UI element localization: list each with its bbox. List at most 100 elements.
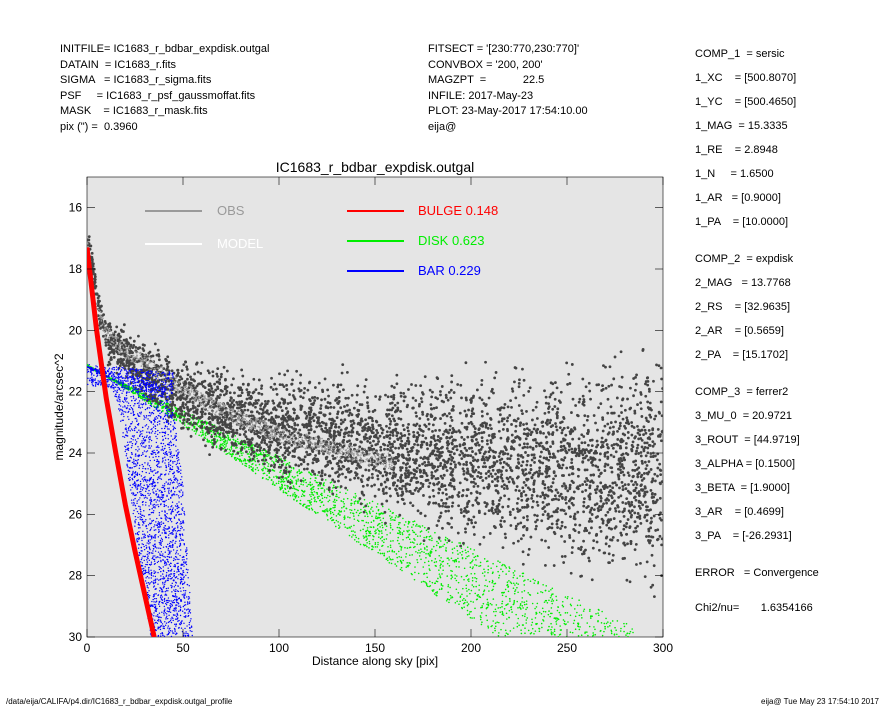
disk-point	[527, 592, 530, 594]
obs-point	[249, 452, 253, 456]
obs-point	[436, 435, 440, 438]
obs-point	[384, 491, 388, 495]
obs-point	[323, 377, 327, 381]
obs-point	[308, 381, 311, 385]
disk-point	[533, 632, 535, 635]
obs-point	[331, 467, 334, 470]
disk-point	[465, 557, 467, 560]
obs-point	[129, 336, 132, 340]
obs-point	[645, 471, 649, 475]
disk-point	[355, 536, 358, 539]
disk-point	[334, 504, 337, 507]
obs-point	[339, 383, 343, 387]
obs-point	[280, 409, 284, 413]
disk-point	[507, 586, 509, 588]
obs-point	[291, 418, 295, 422]
obs-point	[645, 535, 648, 538]
disk-point	[500, 628, 502, 631]
disk-point	[268, 472, 270, 475]
disk-point	[478, 584, 481, 587]
obs-point	[521, 468, 524, 472]
obs-point	[438, 516, 441, 519]
disk-point	[531, 621, 534, 624]
disk-point	[400, 546, 403, 548]
param-line: 1_MAG = 15.3335	[695, 120, 788, 132]
obs-point	[587, 458, 590, 462]
disk-point	[396, 560, 399, 563]
obs-point	[218, 432, 222, 436]
obs-point	[583, 414, 587, 418]
obs-point	[623, 433, 627, 437]
disk-point	[374, 541, 377, 544]
disk-point	[283, 480, 286, 483]
obs-point	[385, 424, 388, 428]
disk-point	[603, 630, 605, 633]
obs-point	[301, 423, 305, 427]
disk-point	[523, 580, 525, 582]
disk-point	[494, 629, 496, 632]
obs-point	[551, 456, 555, 459]
obs-point	[411, 492, 415, 496]
obs-point	[422, 539, 426, 543]
obs-point	[572, 490, 576, 494]
disk-point	[486, 603, 488, 606]
obs-point	[211, 370, 215, 374]
disk-point	[549, 615, 551, 618]
obs-point	[624, 502, 628, 505]
obs-point	[581, 377, 585, 381]
disk-point	[356, 500, 359, 503]
disk-point	[422, 566, 425, 568]
obs-point	[586, 414, 590, 418]
disk-point	[247, 446, 250, 449]
obs-point	[375, 428, 378, 432]
obs-point	[372, 439, 375, 443]
obs-point	[415, 414, 418, 418]
obs-point	[569, 466, 572, 469]
obs-point	[627, 483, 630, 486]
obs-point	[394, 488, 398, 492]
disk-point	[357, 500, 360, 502]
disk-point	[394, 516, 397, 519]
disk-point	[201, 429, 203, 431]
disk-point	[381, 532, 383, 534]
disk-point	[388, 556, 391, 558]
disk-point	[455, 579, 458, 582]
obs-point	[459, 544, 463, 548]
obs-point	[595, 439, 599, 443]
obs-point	[539, 495, 542, 498]
disk-point	[484, 584, 486, 587]
obs-point	[525, 410, 528, 413]
disk-point	[313, 490, 316, 493]
obs-point	[371, 427, 375, 431]
disk-point	[190, 417, 192, 419]
obs-point	[636, 424, 639, 428]
disk-point	[416, 561, 419, 564]
obs-point	[376, 474, 380, 478]
disk-point	[523, 590, 526, 592]
disk-point	[301, 490, 304, 492]
obs-point	[477, 443, 481, 447]
obs-point	[565, 466, 569, 470]
obs-point	[202, 438, 205, 442]
disk-point	[466, 609, 469, 612]
obs-point	[656, 528, 660, 532]
header-datain: DATAIN = IC1683_r.fits	[60, 58, 177, 71]
disk-point	[308, 501, 311, 503]
disk-point	[248, 451, 251, 453]
disk-point	[314, 512, 317, 514]
disk-point	[311, 491, 314, 494]
obs-point	[656, 466, 660, 470]
obs-point	[592, 414, 596, 417]
disk-point	[163, 405, 166, 408]
disk-point	[365, 539, 368, 542]
disk-point	[549, 612, 552, 615]
disk-point	[377, 541, 379, 544]
disk-point	[481, 572, 484, 575]
obs-point	[339, 406, 343, 410]
disk-point	[216, 439, 219, 441]
obs-point	[588, 517, 592, 521]
obs-point	[570, 551, 574, 554]
disk-point	[408, 538, 411, 541]
disk-point	[543, 601, 546, 603]
disk-point	[406, 530, 408, 532]
